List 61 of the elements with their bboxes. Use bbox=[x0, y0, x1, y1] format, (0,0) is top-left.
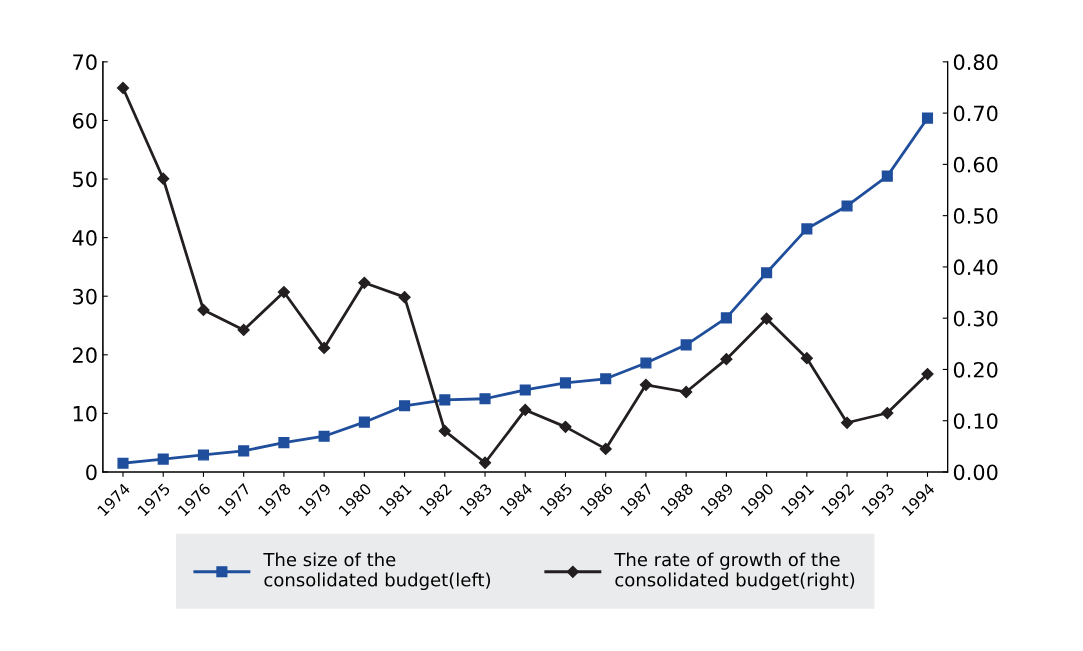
point bbox=[639, 378, 653, 391]
y-tick-label: 70 bbox=[73, 54, 97, 71]
point bbox=[358, 276, 371, 289]
point bbox=[680, 385, 693, 399]
point bbox=[237, 323, 250, 337]
y-tick-label: 60 bbox=[72, 112, 97, 129]
y2-tick-label: 0.00 bbox=[953, 464, 998, 481]
y-tick-label: 0 bbox=[86, 464, 97, 481]
point bbox=[197, 449, 210, 461]
point bbox=[840, 416, 854, 429]
point bbox=[439, 394, 451, 406]
point bbox=[841, 200, 853, 212]
y2-tick-label: 0.10 bbox=[953, 413, 998, 429]
y-tick-label: 40 bbox=[72, 230, 97, 246]
y2-tick-label: 0.60 bbox=[953, 156, 998, 173]
point bbox=[519, 403, 532, 417]
point bbox=[881, 170, 893, 182]
point bbox=[519, 384, 531, 396]
point bbox=[478, 456, 492, 469]
y-tick-label: 30 bbox=[73, 288, 97, 305]
y2-tick-label: 0.20 bbox=[953, 361, 998, 378]
y2-tick-label: 0.40 bbox=[953, 259, 998, 276]
point bbox=[800, 352, 813, 365]
point bbox=[117, 457, 129, 469]
point bbox=[599, 442, 612, 456]
point bbox=[921, 367, 934, 381]
point bbox=[761, 267, 773, 279]
point bbox=[438, 424, 451, 438]
y-tick-label: 50 bbox=[73, 171, 97, 188]
point bbox=[238, 445, 250, 457]
point bbox=[559, 377, 572, 389]
point bbox=[318, 430, 330, 442]
point bbox=[277, 285, 290, 299]
point bbox=[399, 400, 411, 412]
point bbox=[278, 437, 290, 449]
point bbox=[640, 357, 652, 369]
y2-tick-label: 0.70 bbox=[953, 105, 998, 122]
y2-tick-label: 0.30 bbox=[953, 310, 998, 327]
point bbox=[157, 172, 170, 185]
point bbox=[680, 339, 692, 351]
legend-label: The rate of growth of the consolidated budget(right) bbox=[614, 552, 855, 591]
point bbox=[921, 112, 934, 124]
point bbox=[600, 373, 612, 385]
point bbox=[398, 291, 411, 304]
point bbox=[801, 223, 813, 235]
point bbox=[559, 420, 572, 433]
point bbox=[720, 312, 732, 324]
y-tick-label: 10 bbox=[73, 405, 97, 422]
y2-tick-label: 0.80 bbox=[953, 54, 998, 71]
point bbox=[881, 406, 894, 420]
point bbox=[760, 312, 773, 325]
point bbox=[318, 341, 331, 355]
point bbox=[358, 416, 370, 428]
y-tick-label: 20 bbox=[73, 347, 97, 364]
point bbox=[116, 81, 130, 95]
point bbox=[720, 353, 733, 366]
point bbox=[479, 393, 491, 405]
legend-label: The size of the consolidated budget(left) bbox=[263, 552, 491, 591]
point bbox=[157, 453, 169, 465]
point bbox=[197, 303, 210, 317]
y2-tick-label: 0.50 bbox=[953, 208, 998, 224]
